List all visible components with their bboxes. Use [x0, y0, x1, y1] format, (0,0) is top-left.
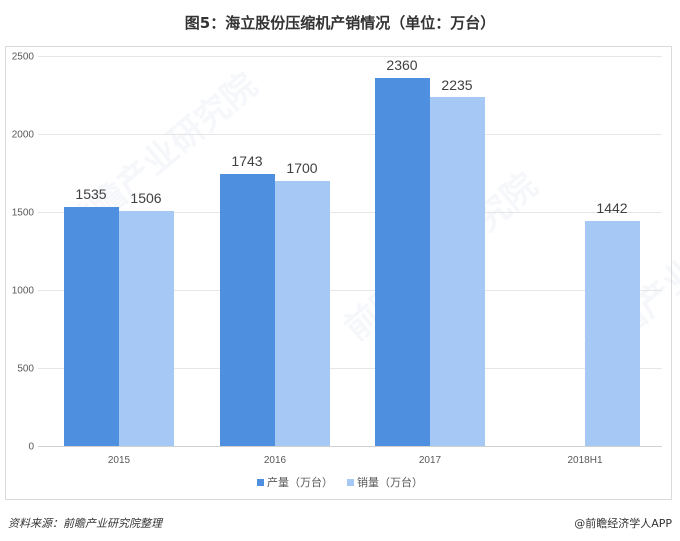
bar-production-2017 — [375, 78, 430, 446]
bar-sales-2017 — [430, 97, 485, 446]
value-label: 1700 — [286, 160, 318, 176]
gridline-1500 — [38, 212, 662, 213]
value-label: 2235 — [441, 77, 473, 93]
value-label: 1442 — [596, 200, 628, 216]
gridline-1000 — [38, 290, 662, 291]
legend-item-sales: 销量（万台） — [347, 474, 423, 490]
x-tick-label: 2016 — [263, 455, 287, 466]
gridline-500 — [38, 368, 662, 369]
credit-note: @前瞻经济学人APP — [574, 517, 672, 530]
x-axis-line — [38, 446, 662, 447]
chart-legend: 产量（万台） 销量（万台） — [0, 474, 680, 490]
chart-title: 图5：海立股份压缩机产销情况（单位：万台） — [184, 14, 496, 32]
legend-label: 产量（万台） — [267, 476, 333, 489]
bar-sales-2016 — [275, 181, 330, 446]
legend-item-production: 产量（万台） — [257, 474, 333, 490]
x-tick-label: 2018H1 — [567, 455, 603, 466]
value-label: 1535 — [75, 186, 107, 202]
value-label: 2360 — [386, 57, 418, 73]
bar-production-2015 — [64, 207, 119, 446]
y-tick-label: 0 — [28, 441, 34, 453]
legend-swatch-icon — [347, 478, 354, 486]
gridline-2500 — [38, 56, 662, 57]
x-tick-label: 2017 — [418, 455, 442, 466]
x-tick-label: 2015 — [107, 455, 131, 466]
y-tick-label: 1000 — [11, 285, 34, 297]
bar-production-2016 — [220, 174, 275, 446]
y-tick-label: 500 — [17, 363, 34, 375]
source-note: 资料来源：前瞻产业研究院整理 — [8, 517, 162, 530]
y-tick-label: 2000 — [11, 129, 34, 141]
y-tick-label: 1500 — [11, 207, 34, 219]
legend-label: 销量（万台） — [357, 476, 423, 489]
y-tick-label: 2500 — [11, 51, 34, 63]
gridline-2000 — [38, 134, 662, 135]
bar-sales-2018H1 — [585, 221, 640, 446]
legend-swatch-icon — [257, 478, 264, 486]
value-label: 1506 — [130, 190, 162, 206]
bar-sales-2015 — [119, 211, 174, 446]
value-label: 1743 — [231, 153, 263, 169]
